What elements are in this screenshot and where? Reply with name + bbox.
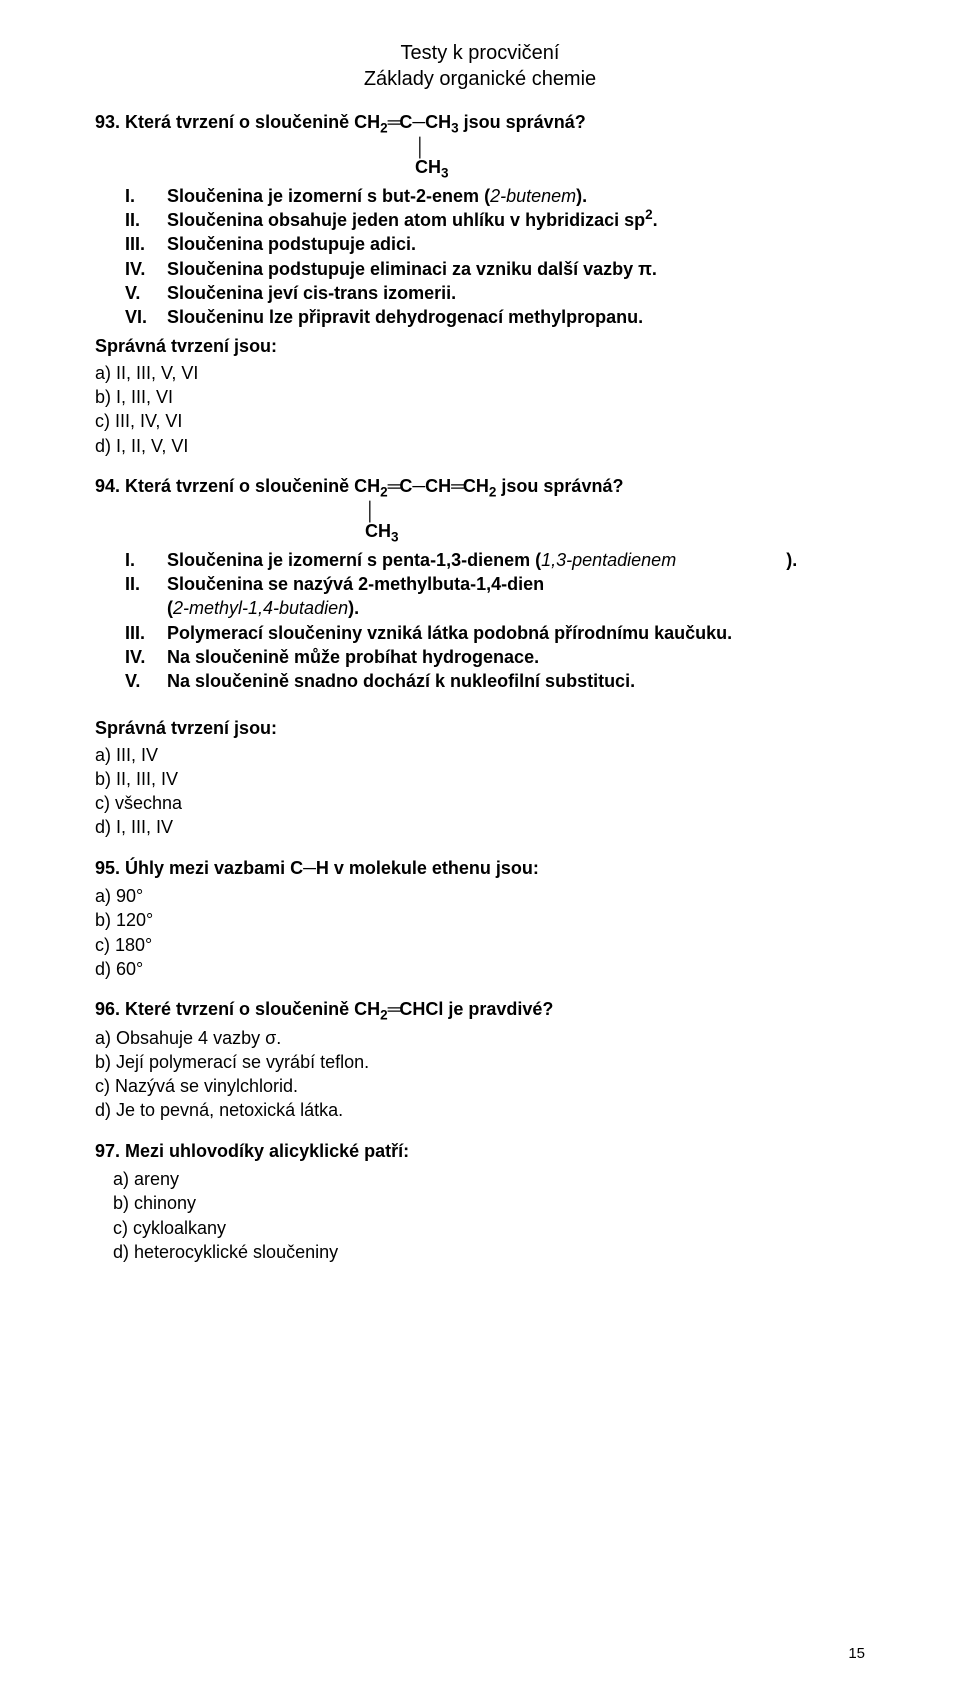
- q96-answers: a) Obsahuje 4 vazby σ. b) Její polymerac…: [95, 1026, 865, 1123]
- q96-title-pre: 96. Které tvrzení o sloučenině CH: [95, 999, 380, 1019]
- q93-st-6: VI.Sloučeninu lze připravit dehydrogenac…: [125, 305, 865, 329]
- header-line2: Základy organické chemie: [95, 66, 865, 92]
- q94-title-mid2: CH: [425, 476, 451, 496]
- q93-st-1: I.Sloučenina je izomerní s but-2-enem (2…: [125, 184, 865, 208]
- q96-title-end: CHCl je pravdivé?: [399, 999, 553, 1019]
- q94-formula-ch3: CH3: [365, 522, 865, 542]
- q93-ans-a: a) II, III, V, VI: [95, 361, 865, 385]
- q94-st-3: III.Polymerací sloučeniny vzniká látka p…: [125, 621, 865, 645]
- q94-ans-b: b) II, III, IV: [95, 767, 865, 791]
- page-header: Testy k procvičení Základy organické che…: [95, 40, 865, 92]
- q94-title: 94. Která tvrzení o sloučenině CH2═C─CH═…: [95, 474, 865, 498]
- q94-st-1: I.Sloučenina je izomerní s penta-1,3-die…: [125, 548, 865, 572]
- q93-title-mid: C: [399, 112, 412, 132]
- q95-ans-a: a) 90°: [95, 884, 865, 908]
- q93-title: 93. Která tvrzení o sloučenině CH2═C─CH3…: [95, 110, 865, 134]
- q94-ans-c: c) všechna: [95, 791, 865, 815]
- q95-ans-c: c) 180°: [95, 933, 865, 957]
- q96-ans-a: a) Obsahuje 4 vazby σ.: [95, 1026, 865, 1050]
- q94-st-2: II.Sloučenina se nazývá 2-methylbuta-1,4…: [125, 572, 865, 621]
- q93-st-2: II.Sloučenina obsahuje jeden atom uhlíku…: [125, 208, 865, 232]
- q93-st-5: V.Sloučenina jeví cis-trans izomerii.: [125, 281, 865, 305]
- q94-title-pre: 94. Která tvrzení o sloučenině CH: [95, 476, 380, 496]
- q97-ans-a: a) areny: [113, 1167, 865, 1191]
- q97-ans-d: d) heterocyklické sloučeniny: [113, 1240, 865, 1264]
- page-number: 15: [848, 1645, 865, 1662]
- q93-st-4: IV.Sloučenina podstupuje eliminaci za vz…: [125, 257, 865, 281]
- q94-ans-d: d) I, III, IV: [95, 815, 865, 839]
- q93-correct-label: Správná tvrzení jsou:: [95, 336, 865, 357]
- q94-correct-label: Správná tvrzení jsou:: [95, 718, 865, 739]
- q93-ans-c: c) III, IV, VI: [95, 409, 865, 433]
- q97-ans-b: b) chinony: [113, 1191, 865, 1215]
- q94-st-4: IV.Na sloučenině může probíhat hydrogena…: [125, 645, 865, 669]
- q97-title: 97. Mezi uhlovodíky alicyklické patří:: [95, 1139, 865, 1163]
- q97-answers: a) areny b) chinony c) cykloalkany d) he…: [113, 1167, 865, 1264]
- q95-title: 95. Úhly mezi vazbami C─H v molekule eth…: [95, 856, 865, 880]
- q95-ans-d: d) 60°: [95, 957, 865, 981]
- q97-ans-c: c) cykloalkany: [113, 1216, 865, 1240]
- q93-title-end: jsou správná?: [459, 112, 586, 132]
- page: Testy k procvičení Základy organické che…: [0, 0, 960, 1687]
- q93-answers: a) II, III, V, VI b) I, III, VI c) III, …: [95, 361, 865, 458]
- q94-formula-bar: │: [365, 502, 865, 522]
- q93-st-3: III.Sloučenina podstupuje adici.: [125, 232, 865, 256]
- q94-title-end: jsou správná?: [496, 476, 623, 496]
- q93-ans-b: b) I, III, VI: [95, 385, 865, 409]
- q94-st-5: V.Na sloučenině snadno dochází k nukleof…: [125, 669, 865, 693]
- q93-statements: I.Sloučenina je izomerní s but-2-enem (2…: [125, 184, 865, 330]
- q94-ans-a: a) III, IV: [95, 743, 865, 767]
- q94-title-mid1: C: [399, 476, 412, 496]
- q94-answers: a) III, IV b) II, III, IV c) všechna d) …: [95, 743, 865, 840]
- q93-formula-bar: │: [415, 138, 865, 158]
- q93-formula-ch3: CH3: [415, 158, 865, 178]
- q93-ans-d: d) I, II, V, VI: [95, 434, 865, 458]
- q96-title: 96. Které tvrzení o sloučenině CH2═CHCl …: [95, 997, 865, 1021]
- q96-ans-c: c) Nazývá se vinylchlorid.: [95, 1074, 865, 1098]
- q95-answers: a) 90° b) 120° c) 180° d) 60°: [95, 884, 865, 981]
- q93-title-pre: 93. Která tvrzení o sloučenině CH: [95, 112, 380, 132]
- q95-ans-b: b) 120°: [95, 908, 865, 932]
- header-line1: Testy k procvičení: [95, 40, 865, 66]
- q96-ans-d: d) Je to pevná, netoxická látka.: [95, 1098, 865, 1122]
- q96-ans-b: b) Její polymerací se vyrábí teflon.: [95, 1050, 865, 1074]
- q94-statements: I.Sloučenina je izomerní s penta-1,3-die…: [125, 548, 865, 694]
